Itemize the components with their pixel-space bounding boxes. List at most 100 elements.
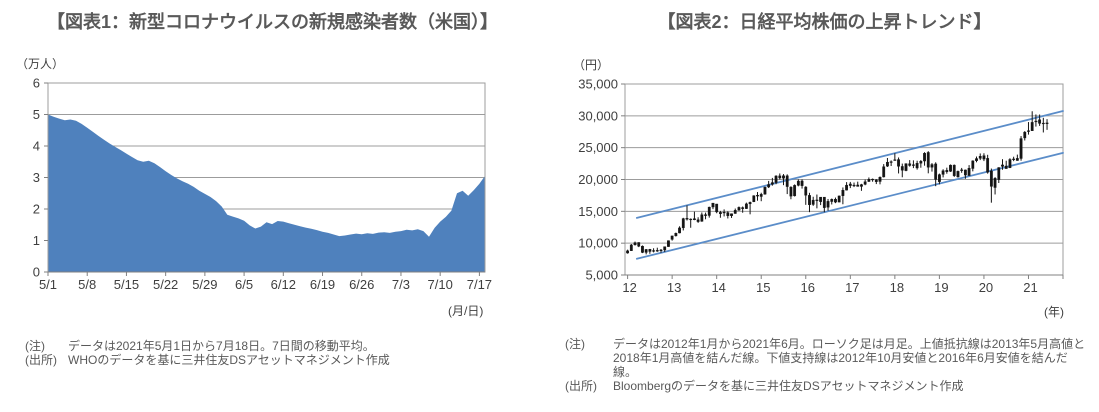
y-tick-label: 10,000: [578, 236, 618, 251]
x-tick-label: 7/17: [467, 277, 492, 292]
candle-body: [848, 183, 852, 186]
nikkei-chart-title: 【図表2：日経平均株価の上昇トレンド】: [657, 12, 992, 32]
x-tick-label: 17: [845, 280, 859, 295]
candle-body: [696, 219, 700, 222]
candle-body: [689, 218, 693, 221]
x-tick-label: 5/15: [114, 277, 139, 292]
candle-body: [871, 178, 874, 181]
candle-body: [989, 170, 993, 187]
candle-body: [1012, 158, 1016, 160]
candle-body: [763, 186, 767, 195]
x-tick-label: 5/1: [39, 277, 57, 292]
candle-body: [670, 235, 674, 240]
y-tick-label: 5,000: [585, 268, 618, 283]
candle-body: [819, 196, 823, 202]
candle-body: [767, 184, 771, 188]
x-tick-label: 16: [801, 280, 815, 295]
candle-body: [652, 250, 655, 252]
nikkei-note-label: (注): [565, 337, 585, 351]
candle-body: [971, 160, 975, 169]
candle-body: [648, 249, 652, 252]
candle-body: [1027, 130, 1030, 132]
x-tick-label: 6/12: [271, 277, 296, 292]
x-tick-label: 21: [1023, 280, 1037, 295]
nikkei-source-row: (出所) Bloombergのデータを基に三井住友DSアセットマネジメント作成: [565, 379, 1091, 393]
candle-body: [641, 245, 644, 253]
covid-source-row: (出所) WHOのデータを基に三井住友DSアセットマネジメント作成: [25, 353, 531, 367]
candle-body: [752, 195, 756, 202]
candle-body: [963, 169, 967, 176]
candle-body: [822, 196, 826, 208]
candle-body: [863, 181, 867, 185]
covid-y-axis-unit: （万人）: [16, 57, 65, 71]
covid-note-label: (注): [25, 339, 45, 353]
candle-body: [997, 167, 1001, 180]
covid-area-series: [48, 114, 485, 272]
x-tick-label: 19: [934, 280, 948, 295]
candle-body: [741, 207, 745, 209]
candle-body: [956, 171, 960, 178]
candle-body: [655, 250, 659, 252]
candle-body: [941, 170, 945, 175]
candle-body: [722, 211, 726, 214]
candle-body: [834, 199, 837, 203]
nikkei-chart-notes: (注) データは2012年1月から2021年6月。ローソク足は月足。上値抵抗線は…: [565, 337, 1091, 393]
x-tick-label: 20: [979, 280, 993, 295]
candle-body: [685, 218, 689, 220]
candle-body: [919, 161, 923, 164]
candle-body: [934, 163, 938, 180]
candle-body: [644, 249, 648, 253]
x-tick-label: 6/5: [235, 277, 253, 292]
nikkei-source-text: Bloombergのデータを基に三井住友DSアセットマネジメント作成: [613, 379, 964, 393]
candle-body: [945, 170, 949, 172]
candle-body: [711, 202, 715, 208]
y-tick-label: 3: [33, 170, 40, 185]
candle-body: [785, 175, 789, 187]
y-tick-label: 1: [33, 233, 40, 248]
y-tick-label: 5: [33, 107, 40, 122]
candle-body: [637, 242, 641, 247]
candle-body: [908, 163, 912, 166]
candle-body: [633, 242, 637, 246]
candle-body: [841, 190, 845, 196]
candle-body: [978, 155, 982, 159]
x-tick-label: 15: [756, 280, 770, 295]
candle-body: [804, 186, 808, 196]
covid-source-text: WHOのデータを基に三井住友DSアセットマネジメント作成: [68, 353, 390, 367]
candle-body: [678, 227, 681, 234]
x-tick-label: 5/29: [192, 277, 217, 292]
candle-body: [897, 159, 900, 167]
upper-resistance-trendline: [635, 110, 1064, 219]
candle-body: [659, 249, 663, 251]
candle-body: [674, 233, 678, 237]
y-tick-label: 4: [33, 139, 40, 154]
candle-body: [1038, 119, 1042, 124]
candle-body: [852, 184, 856, 187]
nikkei-note-text: データは2012年1月から2021年6月。ローソク足は月足。上値抵抗線は2013…: [613, 337, 1086, 379]
candle-body: [830, 199, 834, 202]
candle-body: [793, 185, 797, 197]
candle-body: [782, 175, 785, 179]
candle-body: [778, 175, 782, 179]
candle-body: [756, 195, 759, 197]
candle-body: [975, 158, 978, 161]
nikkei-chart-panel: 【図表2：日経平均株価の上昇トレンド】 （円） 5,000 10,000 15,00…: [550, 0, 1099, 412]
y-tick-label: 30,000: [578, 108, 618, 123]
covid-source-label: (出所): [25, 353, 57, 367]
candle-body: [704, 214, 707, 216]
y-tick-label: 6: [33, 76, 40, 91]
x-tick-label: 5/8: [78, 277, 96, 292]
candle-body: [889, 161, 893, 163]
candle-body: [930, 164, 934, 168]
y-tick-label: 35,000: [578, 77, 618, 92]
candle-body: [1008, 159, 1012, 168]
candle-body: [715, 203, 719, 213]
covid-x-axis-unit: (月/日): [448, 304, 484, 318]
x-tick-label: 18: [890, 280, 904, 295]
candle-body: [730, 213, 733, 216]
candle-body: [967, 168, 971, 176]
candle-body: [867, 179, 871, 182]
candle-body: [1034, 120, 1038, 123]
candle-body: [926, 152, 930, 168]
y-tick-label: 0: [33, 265, 40, 280]
